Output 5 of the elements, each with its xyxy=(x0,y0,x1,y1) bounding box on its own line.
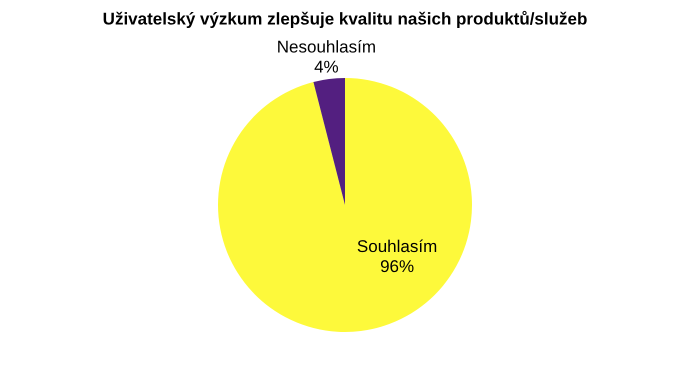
slice-label: Souhlasím xyxy=(356,236,438,256)
data-label: 4% xyxy=(314,57,339,76)
data-label: 96% xyxy=(380,256,414,276)
slice-label: Nesouhlasím xyxy=(276,37,376,56)
chart-title: Uživatelský výzkum zlepšuje kvalitu našich produktů/služeb xyxy=(102,10,588,29)
